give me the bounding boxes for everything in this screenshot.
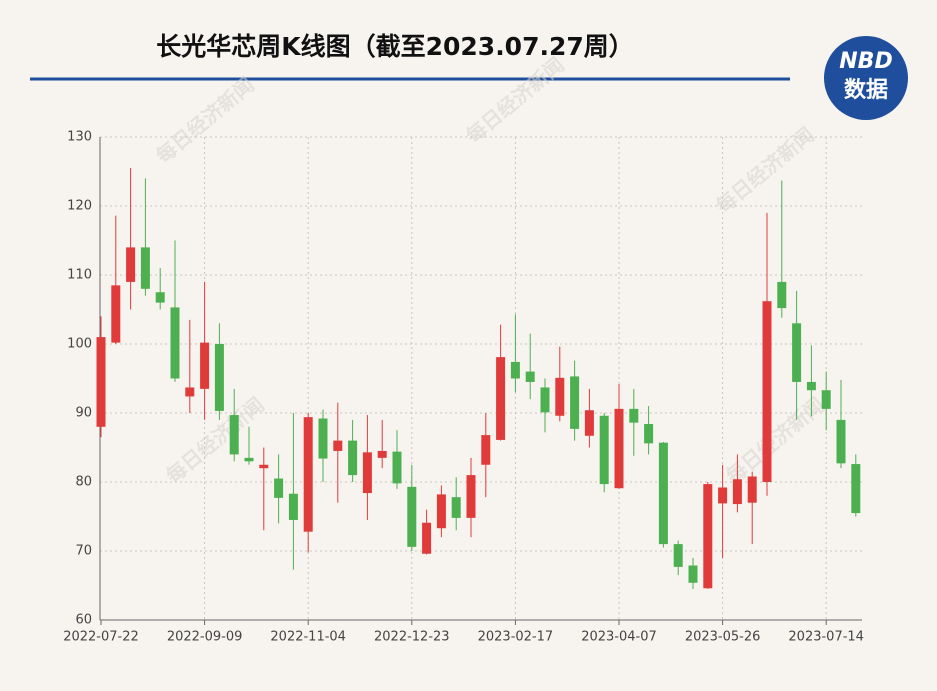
candle-body (111, 285, 121, 343)
logo-top: NBD (839, 49, 892, 74)
y-tick-label: 80 (75, 475, 92, 490)
candle-body (599, 415, 609, 485)
candle-body (451, 497, 461, 518)
candle-body (155, 292, 165, 303)
x-tick-label: 2022-12-23 (374, 630, 450, 645)
candle-body (836, 419, 846, 464)
candle-body (555, 377, 565, 416)
candle-body (658, 442, 668, 545)
candle-body (422, 522, 432, 554)
candle-body (407, 486, 417, 547)
y-tick-label: 60 (75, 613, 92, 628)
candle-body (851, 464, 861, 514)
y-tick-label: 90 (75, 406, 92, 421)
candle-body (688, 565, 698, 583)
candle-body (185, 387, 195, 397)
candle-body (288, 493, 298, 520)
x-tick-label: 2023-07-14 (788, 630, 864, 645)
x-tick-label: 2022-11-04 (270, 630, 346, 645)
y-tick-label: 110 (67, 268, 92, 283)
x-tick-label: 2022-09-09 (167, 630, 243, 645)
watermarks: 每日经济新闻 每日经济新闻 每日经济新闻 每日经济新闻 每日经济新闻 (151, 53, 828, 489)
candle-body (540, 387, 550, 413)
candle-body (673, 544, 683, 567)
x-tick-label: 2022-07-22 (63, 630, 139, 645)
y-tick-label: 70 (75, 544, 92, 559)
candle-body (718, 487, 728, 504)
candle-body (362, 452, 372, 494)
candle-body (777, 281, 787, 309)
candle-body (747, 476, 757, 503)
candle-body (392, 451, 402, 484)
y-tick-label: 100 (67, 337, 92, 352)
candle-body (348, 440, 358, 476)
candle-body (821, 390, 831, 409)
y-tick-label: 120 (67, 199, 92, 214)
logo-badge (824, 36, 908, 120)
candle-body (214, 344, 224, 411)
candle-body (200, 342, 210, 389)
candle-body (140, 247, 150, 289)
x-tick-label: 2023-04-07 (581, 630, 657, 645)
candle-body (496, 357, 506, 440)
candle-body (333, 440, 343, 451)
candle-body (510, 361, 520, 379)
candle-body (170, 307, 180, 379)
x-tick-label: 2023-02-17 (478, 630, 554, 645)
watermark: 每日经济新闻 (711, 123, 818, 219)
logo-bottom: 数据 (844, 77, 888, 103)
candle-body (792, 323, 802, 382)
candle-body (466, 475, 476, 518)
y-tick-label: 130 (67, 130, 92, 145)
candle-body (436, 494, 446, 529)
candle-body (377, 450, 387, 458)
candle-body (703, 484, 713, 589)
candle-body (584, 410, 594, 436)
candle-body (303, 417, 313, 532)
x-tick-label: 2023-05-26 (685, 630, 761, 645)
candle-body (126, 247, 136, 282)
candle-body (644, 424, 654, 444)
candle-body (481, 435, 491, 465)
candle-body (96, 337, 106, 427)
candle-body (629, 408, 639, 423)
candle-body (732, 479, 742, 505)
candle-body (614, 408, 624, 489)
candle-body (570, 376, 580, 429)
candle-body (762, 301, 772, 482)
candle-body (318, 418, 328, 459)
candle-body (259, 464, 269, 469)
candle-body (806, 381, 816, 391)
watermark: 每日经济新闻 (461, 53, 568, 149)
candle-body (229, 415, 239, 455)
candle-body (274, 478, 284, 498)
candle-body (244, 457, 254, 462)
chart-title: 长光华芯周K线图（截至2023.07.27周） (156, 32, 634, 61)
candle-body (525, 371, 535, 382)
